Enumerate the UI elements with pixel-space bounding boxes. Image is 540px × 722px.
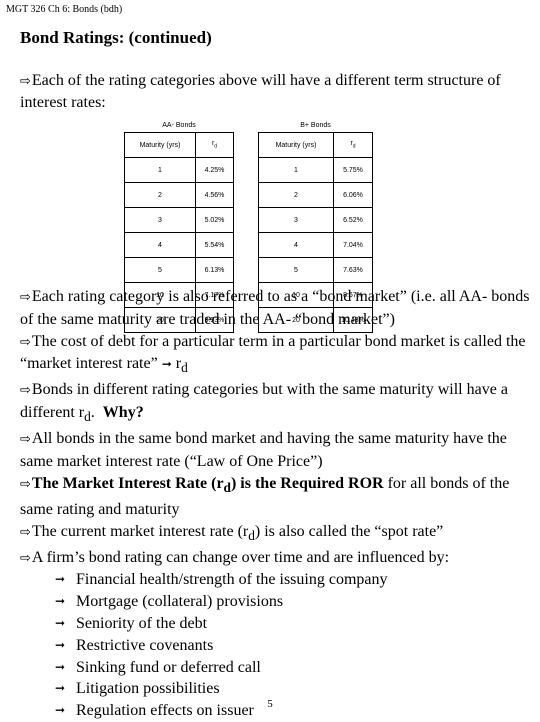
bullet-required-ror: ⇨The Market Interest Rate (rd) is the Re… (20, 474, 510, 518)
rate-cell: 4.56% (195, 182, 234, 208)
right-arrow-icon: ➞ (161, 357, 172, 372)
table-row: 2 6.06% (258, 182, 373, 208)
page-number: 5 (267, 698, 273, 710)
factor-text: Regulation effects on issuer (76, 702, 254, 720)
b-plus-bonds-table: B+ Bonds Maturity (yrs) rd 1 5.75% 2 6.06% 3… (258, 118, 373, 333)
factor-text: Financial health/strength of the issuing… (76, 571, 388, 589)
rate-cell: 6.13% (195, 257, 234, 283)
bullet-spot-rate: ⇨The current market interest rate (rd) i… (20, 522, 444, 543)
maturity-cell: 2 (124, 182, 196, 208)
factor-list: ➞ Financial health/strength of the issuin… (20, 569, 530, 722)
bullet-cost-of-debt: ⇨The cost of debt for a particular term … (20, 332, 526, 376)
bullet-bond-market: ⇨Each rating category is also referred t… (20, 288, 530, 328)
table-row: 4 5.54% (124, 232, 234, 258)
outline-arrow-icon: ⇨ (20, 550, 31, 566)
bullet-different-rd: ⇨Bonds in different rating categories bu… (20, 381, 508, 425)
column-header-rd: rd (333, 132, 373, 158)
table-row: 5 6.13% (124, 257, 234, 283)
rate-cell: 7.17% (195, 282, 234, 308)
intro-paragraph: ⇨Each of the rating categories above wil… (20, 70, 520, 113)
maturity-cell: 3 (258, 207, 334, 233)
rate-cell: 8.93% (195, 307, 234, 333)
factor-item: ➞ Mortgage (collateral) provisions (20, 591, 530, 613)
factor-text: Litigation possibilities (76, 680, 220, 698)
factor-item: ➞ Sinking fund or deferred call (20, 657, 530, 679)
table-row: 10 8.67% (258, 282, 373, 308)
outline-arrow-icon: ⇨ (20, 74, 31, 89)
rate-cell: 10.43% (333, 307, 373, 333)
outline-arrow-icon: ⇨ (20, 432, 31, 448)
table-row: 5 7.63% (258, 257, 373, 283)
table-row: 1 4.25% (124, 157, 234, 183)
rate-cell: 5.02% (195, 207, 234, 233)
rate-cell: 4.25% (195, 157, 234, 183)
maturity-cell: 1 (258, 157, 334, 183)
bullet-rating-factors: ⇨A firm’s bond rating can change over ti… (20, 548, 450, 566)
outline-arrow-icon: ⇨ (20, 524, 31, 540)
body-text: ⇨Each rating category is also referred t… (20, 286, 530, 722)
right-arrow-icon: ➞ (55, 572, 66, 587)
table-caption: AA- Bonds (162, 121, 196, 129)
factor-text: Mortgage (collateral) provisions (76, 593, 284, 611)
maturity-cell: 3 (124, 207, 196, 233)
factor-item: ➞ Restrictive covenants (20, 635, 530, 657)
column-header-rd: rd (195, 132, 234, 158)
bullet-law-of-one-price: ⇨All bonds in the same bond market and h… (20, 430, 507, 470)
rate-cell: 5.75% (333, 157, 373, 183)
column-header-maturity: Maturity (yrs) (124, 132, 196, 158)
right-arrow-icon: ➞ (55, 615, 66, 630)
rate-cell: 7.04% (333, 232, 373, 258)
maturity-cell: 5 (124, 257, 196, 283)
running-header: MGT 326 Ch 6: Bonds (bdh) (6, 4, 123, 15)
table-row: 20 10.43% (258, 307, 373, 333)
right-arrow-icon: ➞ (55, 637, 66, 652)
aa-bonds-table: AA- Bonds Maturity (yrs) rd 1 4.25% 2 4.56%… (124, 118, 234, 333)
table-row: 4 7.04% (258, 232, 373, 258)
intro-text: Each of the rating categories above will… (20, 72, 501, 111)
table-row: 2 4.56% (124, 182, 234, 208)
outline-arrow-icon: ⇨ (20, 383, 31, 399)
rate-cell: 5.54% (195, 232, 234, 258)
factor-item: ➞ Seniority of the debt (20, 613, 530, 635)
outline-arrow-icon: ⇨ (20, 290, 31, 305)
right-arrow-icon: ➞ (55, 703, 66, 718)
table-row: 10 7.17% (124, 282, 234, 308)
column-header-maturity: Maturity (yrs) (258, 132, 334, 158)
table-row: 3 5.02% (124, 207, 234, 233)
table-caption: B+ Bonds (300, 121, 331, 129)
maturity-cell: 4 (258, 232, 334, 258)
factor-text: Restrictive covenants (76, 636, 214, 654)
rate-cell: 7.63% (333, 257, 373, 283)
table-row: 20 8.93% (124, 307, 234, 333)
factor-text: Seniority of the debt (76, 614, 208, 632)
maturity-cell: 1 (124, 157, 196, 183)
outline-arrow-icon: ⇨ (20, 476, 31, 492)
rate-cell: 6.06% (333, 182, 373, 208)
factor-item: ➞ Regulation effects on issuer (20, 700, 530, 722)
maturity-cell: 2 (258, 182, 334, 208)
table-row: 3 6.52% (258, 207, 373, 233)
page-title: Bond Ratings: (continued) (20, 28, 212, 47)
maturity-cell: 20 (124, 307, 196, 333)
right-arrow-icon: ➞ (55, 594, 66, 609)
factor-item: ➞ Financial health/strength of the issuin… (20, 569, 530, 591)
maturity-cell: 5 (258, 257, 334, 283)
rate-cell: 6.52% (333, 207, 373, 233)
outline-arrow-icon: ⇨ (20, 334, 31, 350)
right-arrow-icon: ➞ (55, 659, 66, 674)
table-row: 1 5.75% (258, 157, 373, 183)
factor-item: ➞ Litigation possibilities (20, 678, 530, 700)
right-arrow-icon: ➞ (55, 681, 66, 696)
maturity-cell: 4 (124, 232, 196, 258)
factor-text: Sinking fund or deferred call (76, 658, 261, 676)
